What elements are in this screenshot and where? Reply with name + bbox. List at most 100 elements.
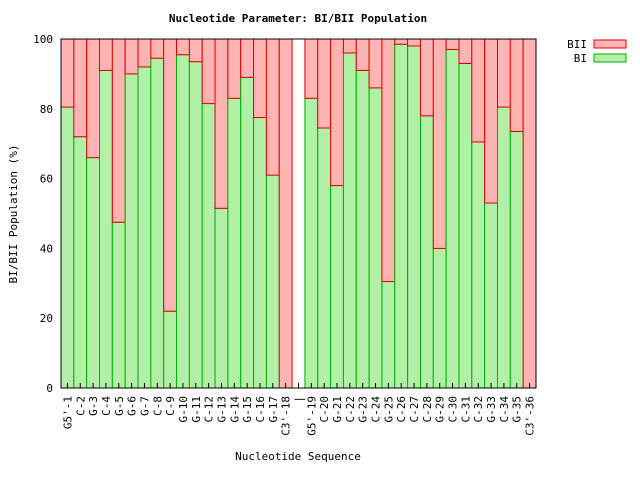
bar-bii-4 [111,38,126,223]
x-tick-label: C-34 [498,396,511,423]
x-tick-label: G-35 [511,396,524,423]
x-tick-label: G-10 [177,396,190,423]
x-tick-label: G-15 [241,396,254,423]
bar-bi-25 [381,281,396,389]
x-tick-label: C-9 [164,396,177,416]
bar-bi-16 [265,174,280,389]
bar-bii-8 [163,38,178,312]
bar-bi-29 [432,247,447,389]
bar-bii-13 [227,38,242,99]
bar-bii-3 [99,38,113,71]
y-axis-label: BI/BII Population (%) [7,144,20,283]
bar-bii-0 [60,38,75,108]
bar-bi-4 [111,221,126,389]
plot-frame [60,38,537,389]
bar-bi-23 [355,69,370,389]
legend-swatch [593,53,627,63]
bar-bi-28 [419,115,434,389]
x-tick-label: G-25 [382,396,395,423]
bar-bii-11 [201,38,216,105]
x-axis-label: Nucleotide Sequence [235,450,361,463]
bar-bi-3 [99,69,113,389]
x-tick-labels: G5'-1 C-2 G-3 C-4 G-5 G-6 G-7 C-8 C-9 G-10 G-11 C-1… [61,383,537,436]
bar-bii-29 [432,38,447,249]
bar-bi-8 [163,310,178,389]
bar-bii-25 [381,38,396,283]
x-tick-label: G5'-19 [305,396,318,436]
bar-bii-23 [355,38,370,71]
bar-bi-5 [124,73,139,389]
bar-bii-35 [509,38,524,132]
bar-bii-28 [419,38,434,117]
bar-bi-15 [253,117,267,389]
x-tick-label: G-11 [190,396,203,423]
bar-bii-32 [471,38,486,143]
bar-bi-34 [496,106,511,389]
x-tick-label: C-28 [421,396,434,423]
bar-bi-20 [317,127,332,389]
bar-bii-30 [445,38,460,50]
bar-bii-26 [394,38,409,45]
x-tick-label: C-31 [459,396,472,423]
x-tick-label: C-12 [203,396,216,423]
x-tick-label: C-22 [344,396,357,423]
legend-swatch [593,39,627,49]
bar-bii-33 [484,38,498,204]
bar-bii-14 [240,38,255,78]
y-tick-label: 0 [46,382,53,395]
bar-bi-1 [73,136,88,389]
bar-bi-27 [407,45,421,389]
x-tick-label: G-3 [87,396,100,416]
bar-bii-6 [137,38,152,68]
bar-bi-33 [484,202,498,389]
y-tick-label: 80 [40,103,53,116]
bar-bi-32 [471,141,486,389]
x-tick-label: G-7 [138,396,151,416]
bar-bi-0 [60,106,75,389]
x-tick-label: C3'-36 [524,396,537,436]
x-tick-label: G-29 [434,396,447,423]
y-tick-label: 60 [40,173,53,186]
bar-bi-35 [509,130,524,389]
bar-bii-10 [188,38,203,63]
x-tick-label: C3'-18 [280,396,293,436]
bars [60,38,537,389]
bar-bi-26 [394,43,409,389]
x-tick-label: G-6 [126,396,139,416]
y-tick-label: 40 [40,242,53,255]
x-tick-label: G-5 [113,396,126,416]
bar-bii-17 [278,38,293,389]
bar-bi-19 [304,97,319,389]
y-tick-label: 20 [40,312,53,325]
bar-bii-31 [458,38,473,64]
bar-bii-20 [317,38,332,129]
x-tick-label: C-4 [100,396,113,416]
legend-label: BII [567,38,587,51]
bar-bii-21 [330,38,344,187]
x-tick-label: G5'-1 [61,396,74,429]
x-tick-label: | [293,396,306,403]
x-tick-label: G-21 [331,396,344,423]
y-tick-label: 100 [33,33,53,46]
bar-bi-21 [330,185,344,389]
x-tick-label: C-24 [370,396,383,423]
bar-bii-22 [342,38,357,54]
bar-bi-31 [458,62,473,389]
bar-bi-24 [368,87,383,389]
legend-label: BI [574,52,587,65]
x-tick-label: G-17 [267,396,280,423]
bar-bii-1 [73,38,88,138]
bar-bii-19 [304,38,319,99]
bar-bi-10 [188,61,203,389]
bar-bi-14 [240,76,255,389]
x-tick-label: G-23 [357,396,370,423]
bar-bi-13 [227,97,242,389]
x-tick-label: C-26 [395,396,408,423]
bar-bii-24 [368,38,383,89]
bar-bi-22 [342,52,357,389]
x-tick-label: C-30 [447,396,460,423]
bar-bii-36 [522,38,537,389]
x-tick-label: C-27 [408,396,421,423]
